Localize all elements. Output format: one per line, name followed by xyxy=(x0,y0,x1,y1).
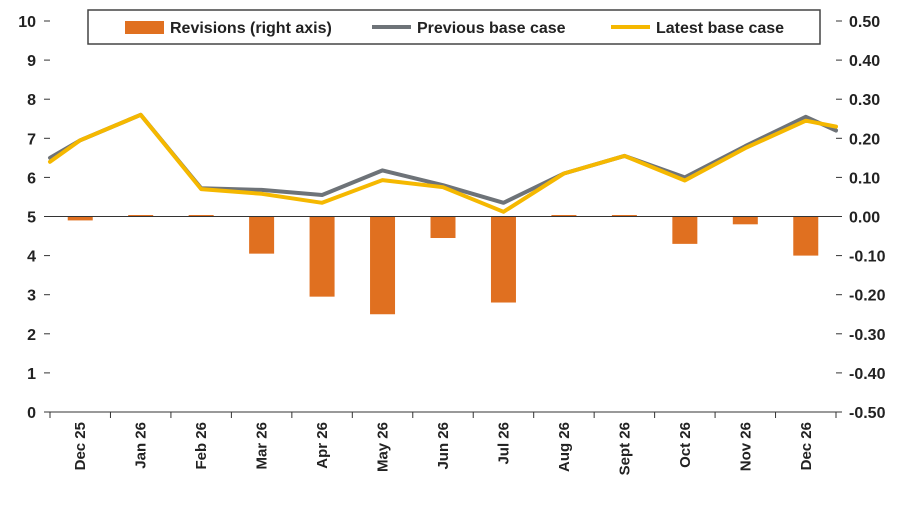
revision-bar xyxy=(67,216,93,221)
revision-bar xyxy=(672,216,698,244)
revision-bar xyxy=(490,216,516,303)
left-axis-tick-label: 7 xyxy=(27,131,36,148)
x-axis-tick-label: Jan 26 xyxy=(133,422,150,469)
legend-label-revisions: Revisions (right axis) xyxy=(170,20,332,37)
right-axis-tick-label: 0.00 xyxy=(849,210,880,227)
left-axis-tick-label: 2 xyxy=(27,327,36,344)
right-axis-tick-label: 0.50 xyxy=(849,14,880,31)
revision-bar xyxy=(732,216,758,225)
x-axis-tick-label: Aug 26 xyxy=(556,422,573,472)
revision-bar xyxy=(551,215,577,217)
x-axis-tick-label: Nov 26 xyxy=(737,422,754,471)
legend-label-latest: Latest base case xyxy=(656,20,784,37)
x-axis-tick-label: Feb 26 xyxy=(193,422,210,470)
left-axis-tick-label: 8 xyxy=(27,92,36,109)
legend-label-previous: Previous base case xyxy=(417,20,566,37)
x-axis-tick-label: Dec 26 xyxy=(798,422,815,470)
left-axis-tick-label: 6 xyxy=(27,170,36,187)
right-axis-tick-label: 0.10 xyxy=(849,170,880,187)
left-axis-tick-label: 9 xyxy=(27,53,36,70)
right-axis-tick-label: -0.40 xyxy=(849,366,886,383)
right-axis-tick-label: 0.30 xyxy=(849,92,880,109)
revision-bar xyxy=(370,216,396,315)
latest-base-case-line xyxy=(48,112,838,214)
x-axis-tick-label: May 26 xyxy=(375,422,392,472)
x-axis-tick-label: Mar 26 xyxy=(254,422,271,470)
x-axis-tick-label: Dec 25 xyxy=(72,422,89,470)
previous-base-case-line xyxy=(48,112,838,205)
right-y-axis: -0.50 -0.40 -0.30 -0.20 -0.10 0.00 0.10 0.20 0.3… xyxy=(836,14,886,422)
x-axis-tick-label: Jun 26 xyxy=(435,422,452,470)
x-axis-tick-label: Sept 26 xyxy=(616,422,633,475)
right-axis-tick-label: 0.40 xyxy=(849,53,880,70)
revision-bar xyxy=(793,216,819,256)
revision-bar xyxy=(188,215,214,217)
left-y-axis: 0 1 2 3 4 5 6 7 8 9 10 xyxy=(18,14,50,422)
x-axis: Dec 25 Jan 26 Feb 26 Mar 26 Apr 26 May 26 Jun … xyxy=(49,411,837,475)
legend-swatch-revisions xyxy=(125,21,164,34)
x-axis-tick-label: Jul 26 xyxy=(495,422,512,465)
revision-bar xyxy=(611,215,637,217)
right-axis-tick-label: -0.50 xyxy=(849,405,886,422)
left-axis-tick-label: 0 xyxy=(27,405,36,422)
base-case-lines xyxy=(48,112,838,214)
left-axis-tick-label: 10 xyxy=(18,14,36,31)
left-axis-tick-label: 1 xyxy=(27,366,36,383)
x-axis-tick-label: Apr 26 xyxy=(314,422,331,469)
right-axis-tick-label: -0.20 xyxy=(849,288,886,305)
right-axis-tick-label: 0.20 xyxy=(849,131,880,148)
left-axis-tick-label: 5 xyxy=(27,210,36,227)
left-axis-tick-label: 3 xyxy=(27,288,36,305)
revision-bars xyxy=(67,215,819,315)
right-axis-tick-label: -0.10 xyxy=(849,249,886,266)
revision-bar xyxy=(309,216,335,297)
revision-bar xyxy=(128,215,154,217)
right-axis-tick-label: -0.30 xyxy=(849,327,886,344)
x-axis-tick-label: Oct 26 xyxy=(677,422,694,468)
revision-bar xyxy=(430,216,456,239)
left-axis-tick-label: 4 xyxy=(27,249,36,266)
legend-box xyxy=(87,9,821,45)
legend: Revisions (right axis) Previous base cas… xyxy=(87,9,821,45)
revision-bar xyxy=(249,216,275,254)
